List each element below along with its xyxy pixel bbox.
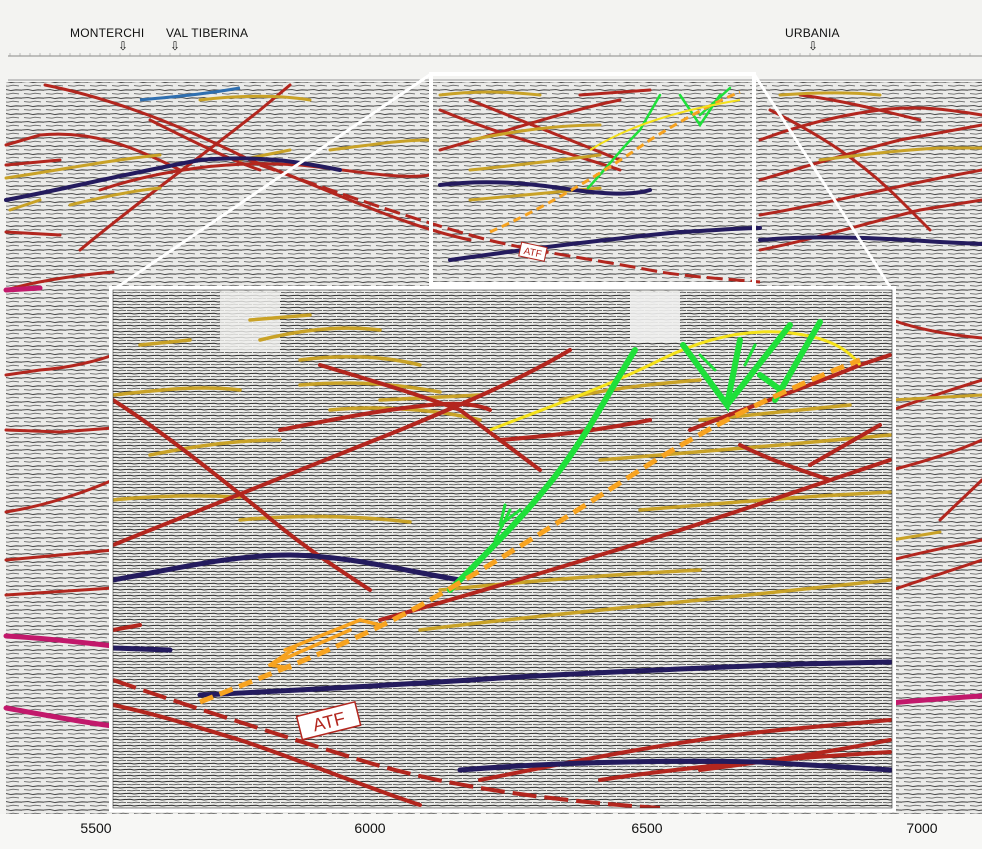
inset-atf-tag: ATF [295,700,362,741]
x-tick-label: 6000 [354,820,386,836]
x-tick-label: 5500 [80,820,112,836]
main-navy-horizons [4,156,982,262]
main-dashed-fault [259,163,761,284]
inset-border [109,286,896,812]
projection-line-right [752,73,894,291]
scale-ticks [9,53,971,56]
main-blue-horizon [139,86,241,102]
zoom-source-box [429,72,756,286]
arrow-down-icon: ⇩ [808,39,819,53]
location-label-val-tiberina: VAL TIBERINA [166,26,249,40]
projection-line-left [112,72,432,292]
svg-text:ATF: ATF [523,246,543,261]
main-pink-horizons [3,285,982,729]
main-yellow-fault [589,99,741,151]
main-red-horizons [4,83,982,597]
main-atf-tag: ATF [518,241,548,262]
main-yellow-horizons [4,90,982,542]
header-band [0,0,982,80]
location-label-urbania: URBANIA [785,26,840,40]
arrow-down-icon: ⇩ [118,39,129,53]
arrow-down-icon: ⇩ [170,39,181,53]
axis-band [0,814,982,849]
x-tick-label: 7000 [906,820,938,836]
inset-interpretation: ATF [113,292,892,808]
location-label-monterchi: MONTERCHI [70,26,145,40]
x-tick-label: 6500 [631,820,663,836]
